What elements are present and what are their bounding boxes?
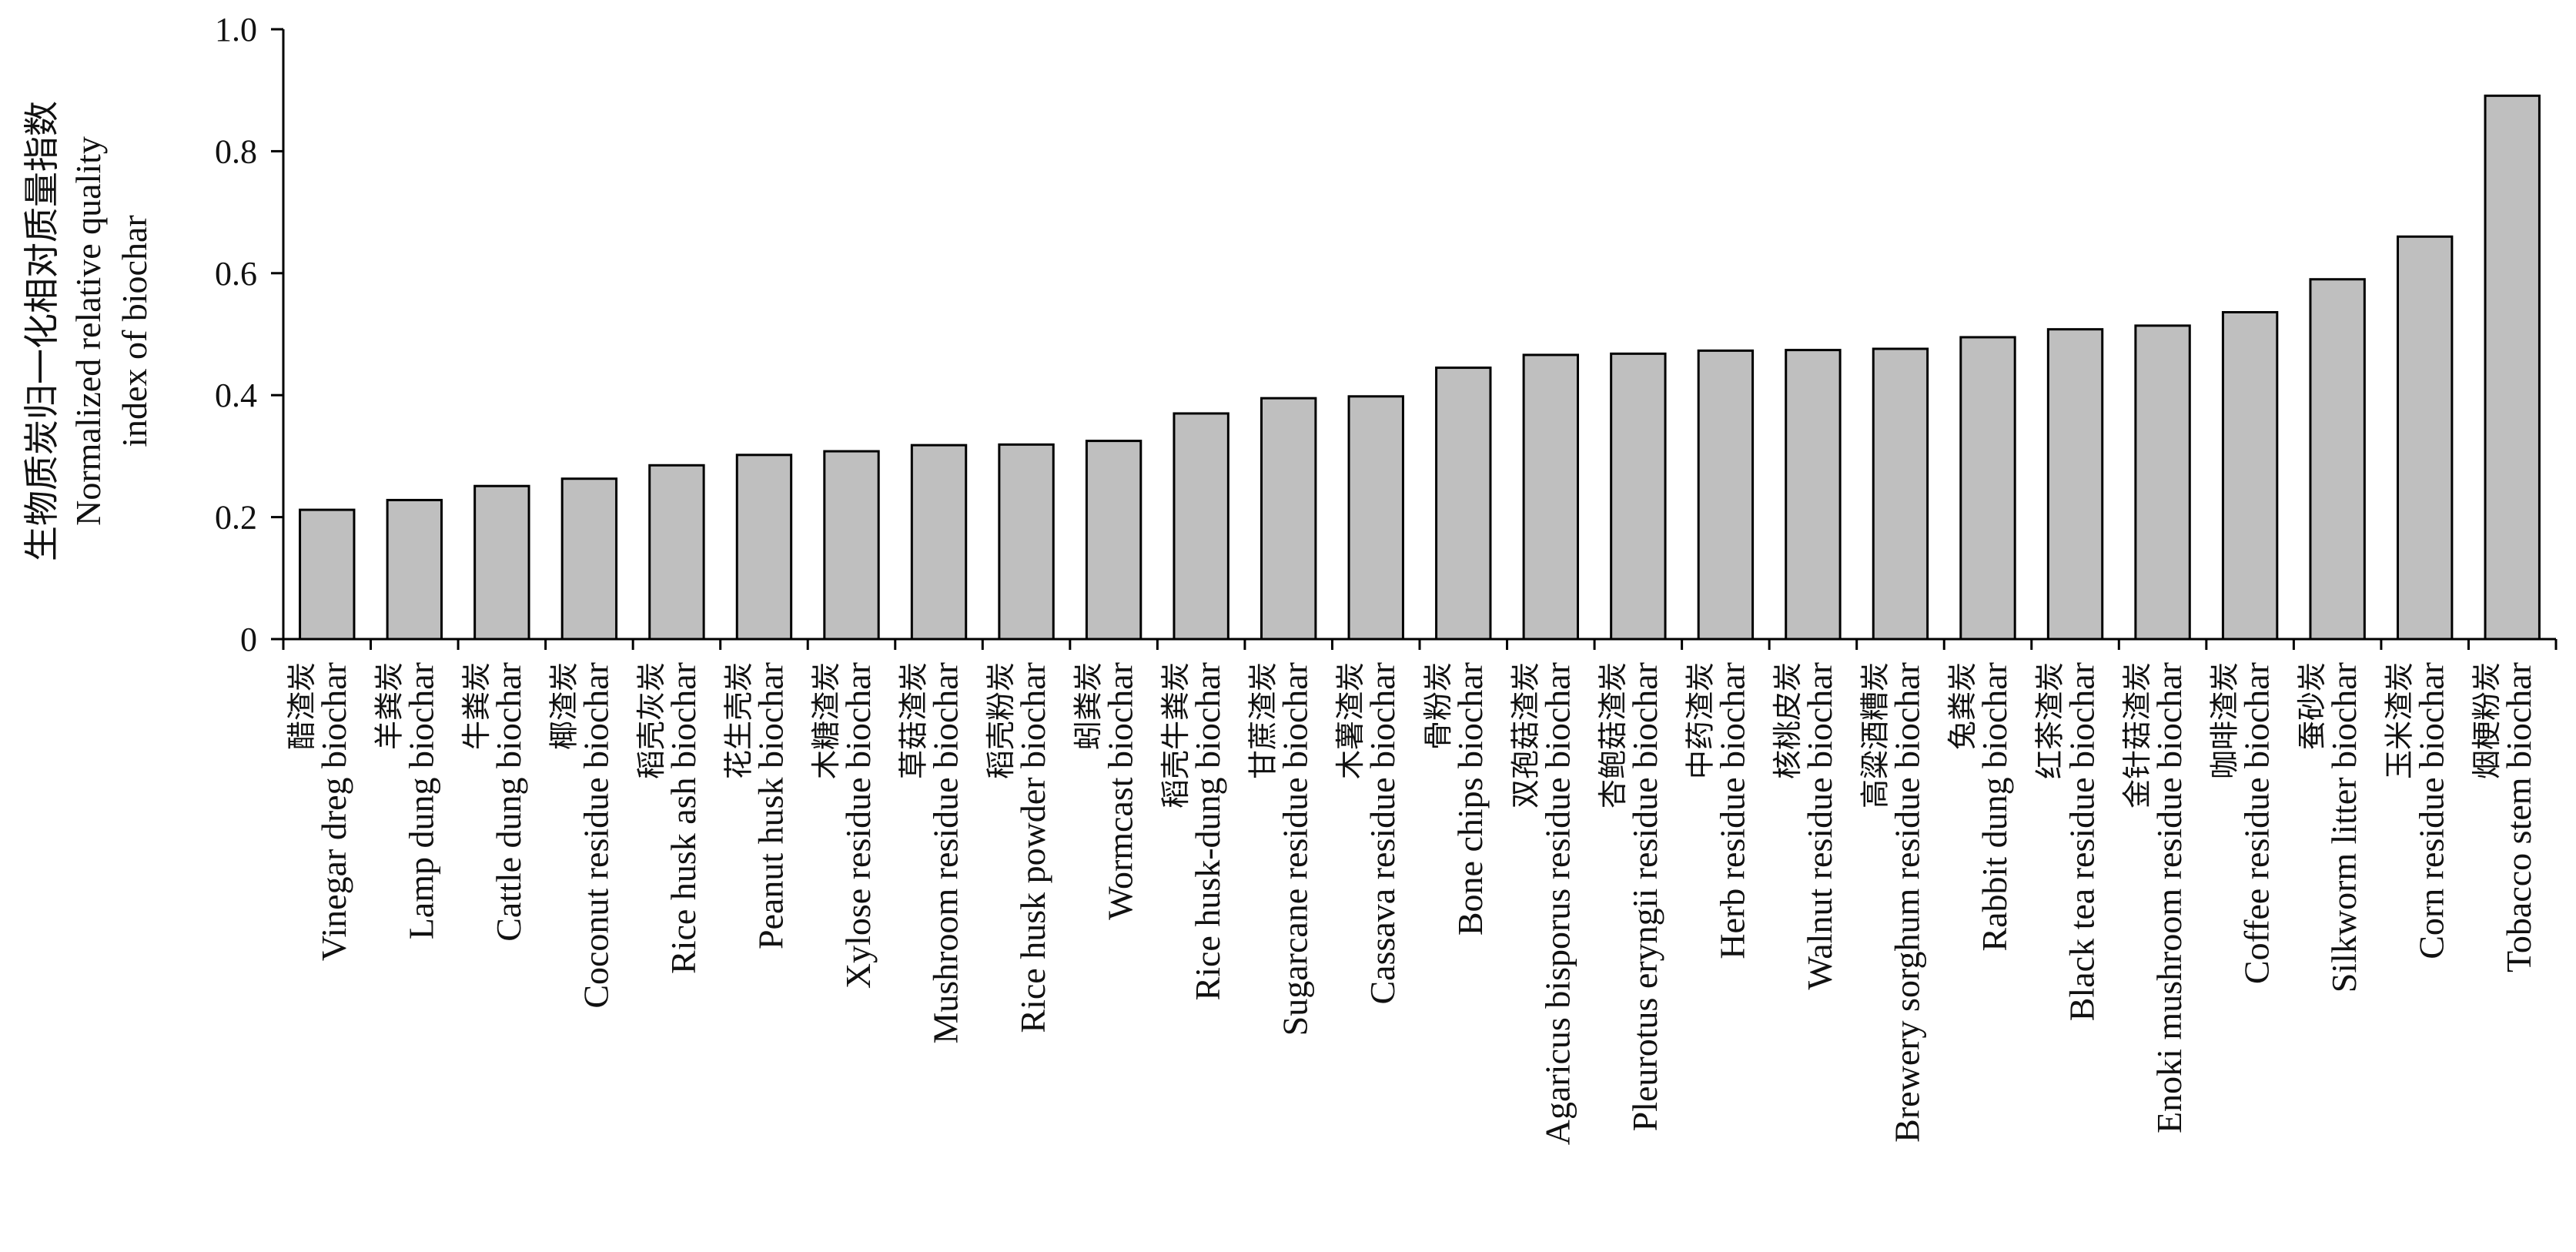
x-tick-label-cn: 咖啡渣炭: [2208, 662, 2242, 779]
x-tick-label-cn: 木薯渣炭: [1333, 662, 1367, 779]
x-tick-label-en: Vinegar dreg biochar: [314, 662, 353, 961]
y-tick-label: 1.0: [215, 11, 257, 49]
y-tick-label: 0.4: [215, 377, 257, 414]
bar: [2309, 278, 2366, 641]
x-tick-label-cn: 甘蔗渣炭: [1246, 662, 1280, 779]
x-tick-label-cn: 高粱酒糟炭: [1858, 662, 1892, 808]
x-tick-label-en: Rabbit dung biochar: [1975, 662, 2014, 952]
x-tick-label-en: Herb residue biochar: [1712, 662, 1751, 959]
bar: [1785, 349, 1842, 641]
x-tick-label-en: Brewery sorghum residue biochar: [1887, 662, 1926, 1143]
y-axis-title-cn: 生物质炭归一化相对质量指数: [22, 101, 62, 561]
y-tick-label: 0.8: [215, 132, 257, 170]
bar: [2484, 94, 2541, 641]
bar: [2396, 235, 2454, 641]
bar: [2134, 324, 2191, 641]
bar: [1522, 353, 1580, 641]
bar: [998, 443, 1055, 641]
x-tick-label-cn: 蚕砂炭: [2295, 662, 2329, 750]
bar: [1872, 347, 1929, 641]
x-tick-label-cn: 稻壳粉炭: [984, 662, 1018, 779]
x-tick-label-cn: 蚓粪炭: [1072, 662, 1106, 750]
x-tick-label-en: Agaricus bisporus residue biochar: [1537, 662, 1577, 1145]
x-tick-label-cn: 中药渣炭: [1683, 662, 1717, 779]
bar: [648, 464, 705, 641]
y-tick-label: 0.2: [215, 499, 257, 537]
x-tick-label-en: Pleurotus eryngii residue biochar: [1625, 662, 1664, 1131]
x-tick-label-cn: 烟梗粉炭: [2470, 662, 2504, 779]
x-tick-label-cn: 木糖渣炭: [809, 662, 843, 779]
x-tick-label-en: Wormcast biochar: [1101, 662, 1140, 920]
x-tick-label-cn: 双孢菇渣炭: [1508, 662, 1542, 808]
x-tick-label-cn: 兔粪炭: [1945, 662, 1979, 750]
bar: [1697, 349, 1755, 641]
x-tick-label-en: Sugarcane residue biochar: [1276, 662, 1315, 1036]
bar: [560, 477, 618, 641]
x-tick-label-en: Black tea residue biochar: [2062, 662, 2102, 1021]
x-tick-label-cn: 稻壳灰炭: [634, 662, 668, 779]
bar: [1173, 412, 1229, 641]
x-tick-label-en: Coffee residue biochar: [2237, 662, 2277, 984]
x-tick-label-cn: 金针菇渣炭: [2120, 662, 2154, 808]
bar: [2221, 310, 2279, 641]
x-tick-label-en: Mushroom residue biochar: [926, 662, 965, 1044]
x-tick-label-cn: 玉米渣炭: [2383, 662, 2417, 779]
bar: [1959, 336, 2016, 641]
x-tick-label-cn: 稻壳牛粪炭: [1159, 662, 1193, 808]
bar: [1435, 367, 1492, 641]
y-tick-label: 0: [240, 621, 257, 658]
bar: [1085, 440, 1142, 641]
x-tick-label-cn: 牛粪炭: [460, 662, 493, 750]
x-tick-label-cn: 草菇渣炭: [897, 662, 931, 779]
bar: [1260, 397, 1317, 641]
bar: [299, 508, 356, 641]
x-tick-label-cn: 椰渣炭: [547, 662, 580, 750]
x-tick-label-en: Cassava residue biochar: [1363, 662, 1402, 1005]
x-tick-label-en: Walnut residue biochar: [1800, 662, 1839, 989]
x-axis: [282, 638, 2558, 650]
x-tick-label-cn: 羊粪炭: [372, 662, 406, 750]
x-tick-label-en: Silkworm litter biochar: [2324, 662, 2364, 993]
bar: [473, 484, 530, 641]
bar: [1610, 352, 1667, 641]
y-axis-title: 生物质炭归一化相对质量指数 Normalized relative qualit…: [22, 101, 154, 561]
bar: [386, 498, 443, 641]
x-tick-label-en: Peanut husk biochar: [751, 662, 790, 949]
bars: [299, 94, 2541, 641]
x-tick-label-cn: 骨粉炭: [1421, 662, 1455, 750]
bar: [910, 444, 968, 641]
x-tick-label-en: Lamp dung biochar: [401, 662, 440, 939]
x-tick-label-en: Rice husk-dung biochar: [1188, 662, 1227, 1000]
x-tick-label-cn: 核桃皮炭: [1771, 662, 1805, 779]
y-axis-title-en-line2: index of biochar: [115, 215, 154, 447]
x-tick-label-cn: 醋渣炭: [285, 662, 319, 750]
x-tick-label-cn: 红茶渣炭: [2033, 662, 2067, 779]
x-tick-label-en: Corn residue biochar: [2412, 662, 2451, 959]
y-axis-title-en-line1: Normalized relative quality: [69, 136, 108, 526]
x-tick-label-en: Rice husk powder biochar: [1013, 662, 1052, 1033]
x-tick-label-en: Rice husk ash biochar: [664, 662, 703, 974]
bar: [823, 450, 880, 641]
bar: [1347, 395, 1404, 641]
x-tick-label-cn: 花生壳炭: [721, 662, 755, 779]
x-tick-label-en: Cattle dung biochar: [489, 662, 528, 942]
y-axis: 0 0.2 0.4 0.6 0.8 1.0: [215, 11, 285, 658]
x-tick-label-en: Tobacco stem biochar: [2499, 662, 2538, 972]
bar: [735, 454, 793, 641]
x-tick-label-en: Coconut residue biochar: [576, 662, 615, 1009]
x-tick-label-cn: 杏鲍菇渣炭: [1596, 662, 1630, 808]
bar: [2046, 328, 2104, 641]
x-tick-label-en: Xylose residue biochar: [838, 662, 878, 989]
x-tick-label-en: Bone chips biochar: [1450, 662, 1490, 936]
x-tick-label-en: Enoki mushroom residue biochar: [2149, 662, 2189, 1133]
y-tick-label: 0.6: [215, 255, 257, 293]
